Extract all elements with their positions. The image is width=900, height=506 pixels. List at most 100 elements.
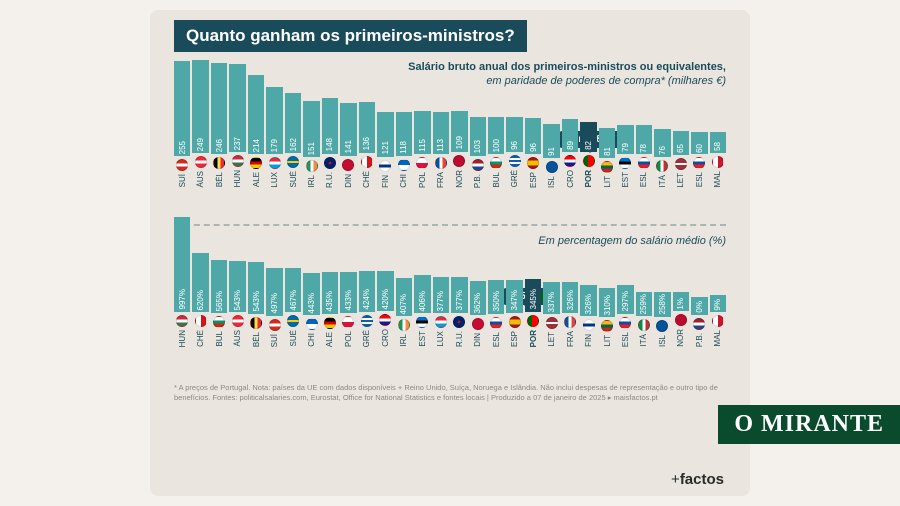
country-code: LUX	[270, 172, 279, 188]
flag-icon	[324, 157, 336, 169]
country-code: R.U.	[455, 331, 464, 347]
bar-value: 121	[381, 141, 390, 154]
bar-value: 297%	[621, 291, 630, 311]
flag-icon	[546, 317, 558, 329]
bar-item: 246BÉL	[211, 63, 227, 188]
flag-icon	[269, 157, 281, 169]
flag-icon	[472, 159, 484, 171]
bar: 96	[525, 118, 541, 154]
bar: 60	[691, 132, 707, 154]
bar: 0%	[691, 297, 707, 315]
flag-icon	[416, 157, 428, 169]
bar: 377%	[451, 277, 467, 313]
bar-value: 136	[362, 137, 371, 150]
country-code: FRA	[566, 331, 575, 347]
bar: 258%	[654, 292, 670, 317]
flag-icon	[213, 157, 225, 169]
country-code: CHI	[399, 174, 408, 188]
flag-icon	[213, 316, 225, 328]
bar-value: 420%	[381, 289, 390, 309]
country-code: R.U.	[325, 172, 334, 188]
country-code: NOR	[676, 329, 685, 347]
flag-icon	[638, 157, 650, 169]
bar-value: 246	[215, 139, 224, 152]
bar-value: 347%	[510, 290, 519, 310]
flag-icon	[232, 155, 244, 167]
chart1-subtitle-italic: em paridade de poderes de compra* (milha…	[486, 75, 726, 87]
bar: 620%	[192, 253, 208, 312]
bar-item: 109NOR	[451, 111, 467, 187]
country-code: ESL	[639, 172, 648, 187]
flag-icon	[619, 317, 631, 329]
bar-item: 96 ESP	[525, 118, 541, 188]
chart2-subtitle-italic: Em percentagem do salário médio (%)	[538, 235, 726, 247]
bar-item: 565%BUL	[211, 260, 227, 347]
flag-icon	[453, 316, 465, 328]
bar-value: 65	[676, 144, 685, 153]
bar: 543%	[248, 262, 264, 314]
bar-value: 406%	[418, 291, 427, 311]
bar-item: 82POR	[580, 122, 596, 188]
flag-icon	[601, 161, 613, 173]
country-code: POR	[529, 330, 538, 347]
brand-text: factos	[680, 471, 724, 488]
bar-item: 58MAL	[710, 132, 726, 188]
bar-item: 249ÁUS	[192, 60, 208, 187]
infographic-card: Quanto ganham os primeiros-ministros? Sa…	[150, 10, 750, 496]
country-code: NOR	[455, 170, 464, 188]
bar-item: 179 LUX	[266, 87, 282, 187]
dashed-divider	[174, 224, 726, 226]
bar-value: 81	[603, 147, 612, 156]
bar: 345%	[525, 279, 541, 312]
flag-icon	[527, 315, 539, 327]
country-code: GRÉ	[510, 170, 519, 187]
flag-icon	[195, 315, 207, 327]
bar-item: 377%LUX	[433, 277, 449, 346]
flag-icon	[472, 318, 484, 330]
bar: 76	[654, 129, 670, 157]
bar-item: 89CRO	[562, 119, 578, 188]
bar-value: 58	[713, 142, 722, 151]
flag-icon	[490, 317, 502, 329]
flag-icon	[250, 157, 262, 169]
bar-value: 113	[436, 139, 445, 152]
bar: 115	[414, 111, 430, 154]
flag-icon	[693, 157, 705, 169]
country-code: BUL	[215, 331, 224, 347]
bar: 148	[322, 98, 338, 153]
bar: 420%	[377, 271, 393, 311]
country-code: CHÉ	[362, 171, 371, 188]
bar: 81	[599, 128, 615, 158]
bar: 103	[470, 117, 486, 155]
bar-value: 433%	[344, 290, 353, 310]
bar: 113	[433, 112, 449, 154]
bar-item: 91ISL	[543, 124, 559, 188]
flag-icon	[398, 159, 410, 171]
country-code: ISL	[547, 176, 556, 188]
bar-item: 620%CHÉ	[192, 253, 208, 347]
bar-value: 543%	[233, 290, 242, 310]
bar-item: 362%DIN	[470, 281, 486, 347]
country-code: LIT	[603, 176, 612, 188]
country-code: ESL	[492, 332, 501, 347]
bar-item: 407%IRL	[396, 278, 412, 347]
bar-value: 377%	[455, 290, 464, 310]
flag-icon	[195, 156, 207, 168]
country-code: FRA	[436, 172, 445, 188]
flag-icon	[509, 155, 521, 167]
bar-value: 326%	[566, 290, 575, 310]
bar: 467%	[285, 268, 301, 312]
flag-icon	[583, 319, 595, 331]
flag-icon	[712, 156, 724, 168]
flag-icon	[306, 318, 318, 330]
bar-value: 345%	[529, 289, 538, 309]
bar-value: 179	[270, 139, 279, 152]
country-code: BÉL	[252, 332, 261, 347]
bar: 141	[340, 103, 356, 156]
bar: 136	[359, 102, 375, 153]
watermark-mirante: O MIRANTE	[718, 405, 900, 444]
flag-icon	[379, 314, 391, 326]
country-code: ESP	[529, 172, 538, 188]
bar-item: 350%ESL	[488, 280, 504, 346]
bar-item: 435%ALE	[322, 272, 338, 347]
